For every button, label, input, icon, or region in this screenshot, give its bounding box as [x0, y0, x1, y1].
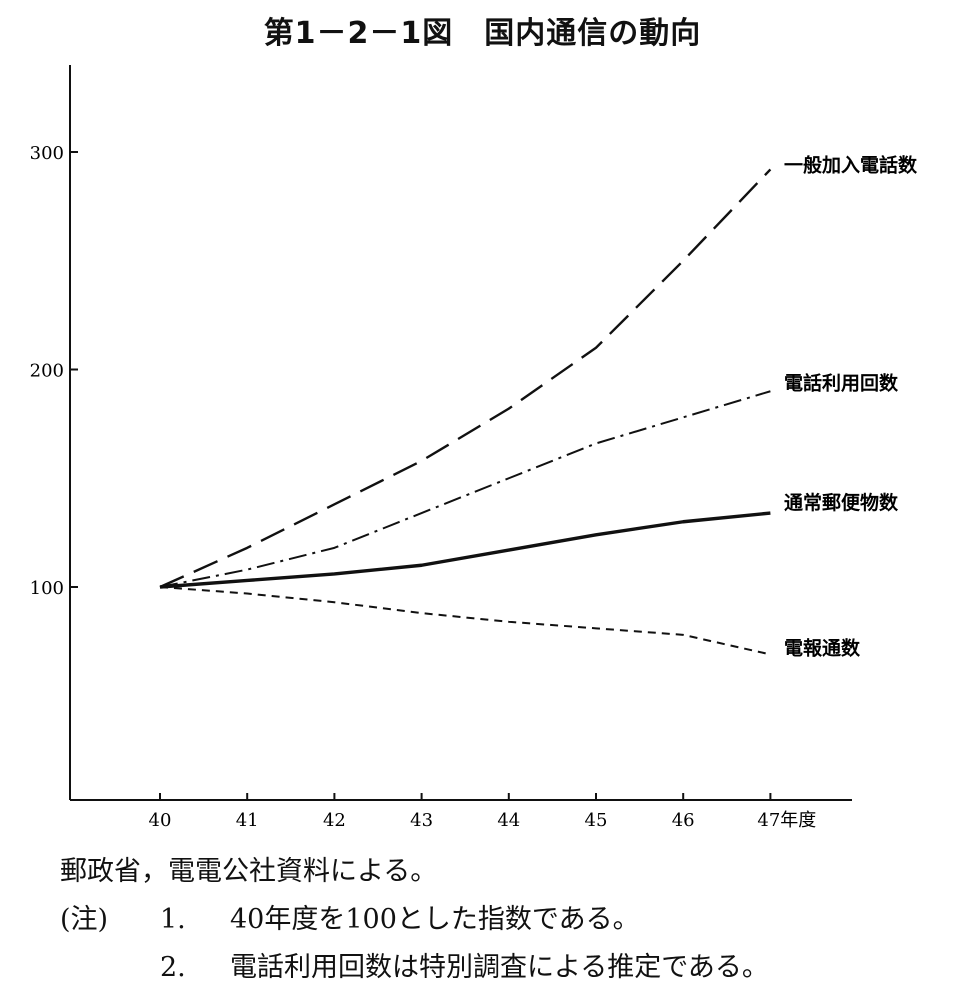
chart-axes: [69, 65, 852, 801]
note-2: 2. 電話利用回数は特別調査による推定である。: [60, 944, 940, 992]
series-label-0: 一般加入電話数: [784, 153, 918, 176]
chart-notes: 郵政省，電電公社資料による。 (注) 1. 40年度を100とした指数である。 …: [60, 848, 940, 992]
note-1-text: 40年度を100とした指数である。: [230, 904, 640, 935]
source-note: 郵政省，電電公社資料による。: [60, 848, 940, 896]
y-tick-label: 100: [30, 578, 64, 599]
series-label-3: 電報通数: [784, 636, 861, 659]
x-tick-label: 42: [323, 810, 346, 831]
note-prefix: (注): [60, 904, 109, 935]
series-lines: [159, 168, 772, 656]
line-chart: 100 200 300 40 41 42 43 44 45 46 47年度 一般加入電話数電話利用…: [30, 65, 918, 831]
series-line-3: [159, 586, 771, 656]
x-tick-label: 46: [672, 810, 695, 831]
note-2-text: 電話利用回数は特別調査による推定である。: [230, 952, 769, 983]
y-ticks: 100 200 300: [30, 143, 78, 599]
x-tick-label: 43: [410, 810, 433, 831]
x-tick-label: 47年度: [757, 810, 816, 831]
x-tick-label: 44: [497, 810, 520, 831]
y-tick-label: 300: [30, 143, 64, 164]
series-line-0: [159, 168, 772, 589]
source-text: 郵政省，電電公社資料による。: [60, 856, 438, 887]
chart-title: 第1－2－1図 国内通信の動向: [263, 16, 702, 51]
series-label-1: 電話利用回数: [784, 371, 899, 394]
x-ticks: 40 41 42 43 44 45 46 47年度: [149, 793, 816, 831]
x-tick-label: 45: [585, 810, 608, 831]
y-tick-label: 200: [30, 361, 64, 382]
note-2-number: 2.: [160, 952, 186, 983]
series-line-1: [159, 390, 771, 588]
series-line-2: [159, 511, 771, 589]
x-tick-label: 41: [236, 810, 259, 831]
note-1: (注) 1. 40年度を100とした指数である。: [60, 896, 940, 944]
series-label-2: 通常郵便物数: [784, 491, 899, 514]
x-tick-label: 40: [149, 810, 172, 831]
note-1-number: 1.: [160, 904, 186, 935]
